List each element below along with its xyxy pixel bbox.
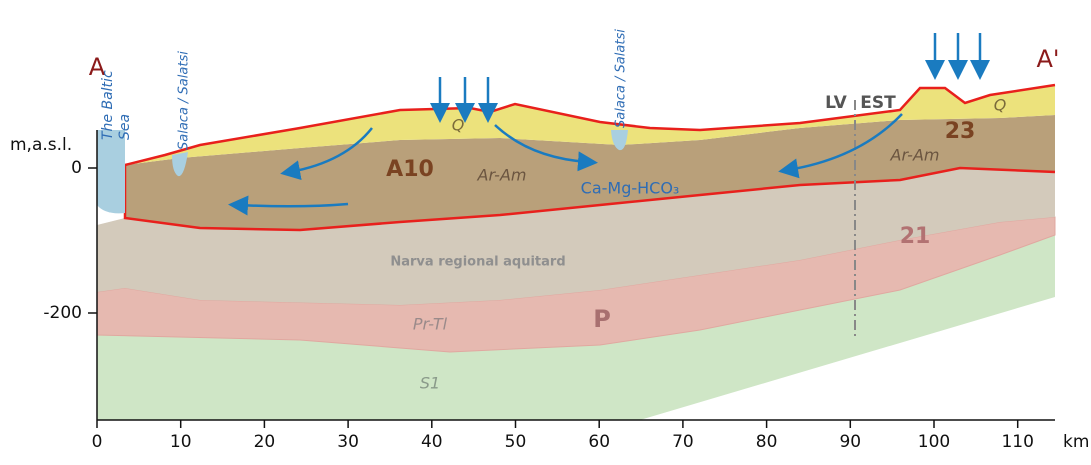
- x-tick-label: 70: [672, 432, 694, 452]
- x-axis-unit: km: [1063, 432, 1089, 452]
- sea-label: Sea: [117, 114, 133, 140]
- y-tick-label: 0: [71, 158, 82, 178]
- x-tick-label: 50: [505, 432, 527, 452]
- q-label: Q: [994, 96, 1007, 115]
- section-end: A': [1036, 45, 1059, 73]
- aquifer-label: 21: [900, 224, 931, 249]
- river-label: Salaca / Salatsi: [614, 29, 629, 128]
- x-ticks: 0 10 20 30 40 50 60 70 80 90 100 110: [92, 420, 1034, 452]
- border-label: LV: [825, 93, 847, 113]
- x-tick-label: 80: [756, 432, 778, 452]
- y-axis-label: m,a.s.l.: [10, 135, 72, 155]
- q-label: Q: [452, 116, 465, 135]
- aquifer-label: A10: [386, 157, 434, 182]
- s1-label: S1: [420, 374, 440, 393]
- sea-label: The Baltic: [100, 70, 116, 140]
- ar-am-label: Ar-Am: [477, 166, 527, 185]
- cross-section: 0 10 20 30 40 50 60 70 80 90 100 110 m,a.s.l. 0 -20…: [0, 0, 1091, 465]
- water-type: Ca-Mg-HCO₃: [581, 179, 680, 198]
- aquitard-label: Narva regional aquitard: [390, 255, 565, 270]
- aquifer-label: 23: [945, 119, 976, 144]
- x-tick-label: 0: [92, 432, 103, 452]
- x-tick-label: 40: [421, 432, 443, 452]
- x-tick-label: 30: [337, 432, 359, 452]
- river-label: Salaca / Salatsi: [177, 51, 192, 150]
- y-tick-label: -200: [43, 303, 82, 323]
- pr-tl-label: Pr-Tl: [413, 315, 448, 334]
- p-label: P: [593, 305, 611, 333]
- x-tick-label: 110: [1001, 432, 1033, 452]
- x-tick-label: 60: [588, 432, 610, 452]
- x-tick-label: 20: [254, 432, 276, 452]
- x-tick-label: 90: [839, 432, 861, 452]
- border-label: EST: [860, 93, 896, 113]
- ar-am-label: Ar-Am: [890, 146, 940, 165]
- sea: [97, 130, 125, 213]
- x-tick-label: 10: [170, 432, 192, 452]
- x-tick-label: 100: [918, 432, 950, 452]
